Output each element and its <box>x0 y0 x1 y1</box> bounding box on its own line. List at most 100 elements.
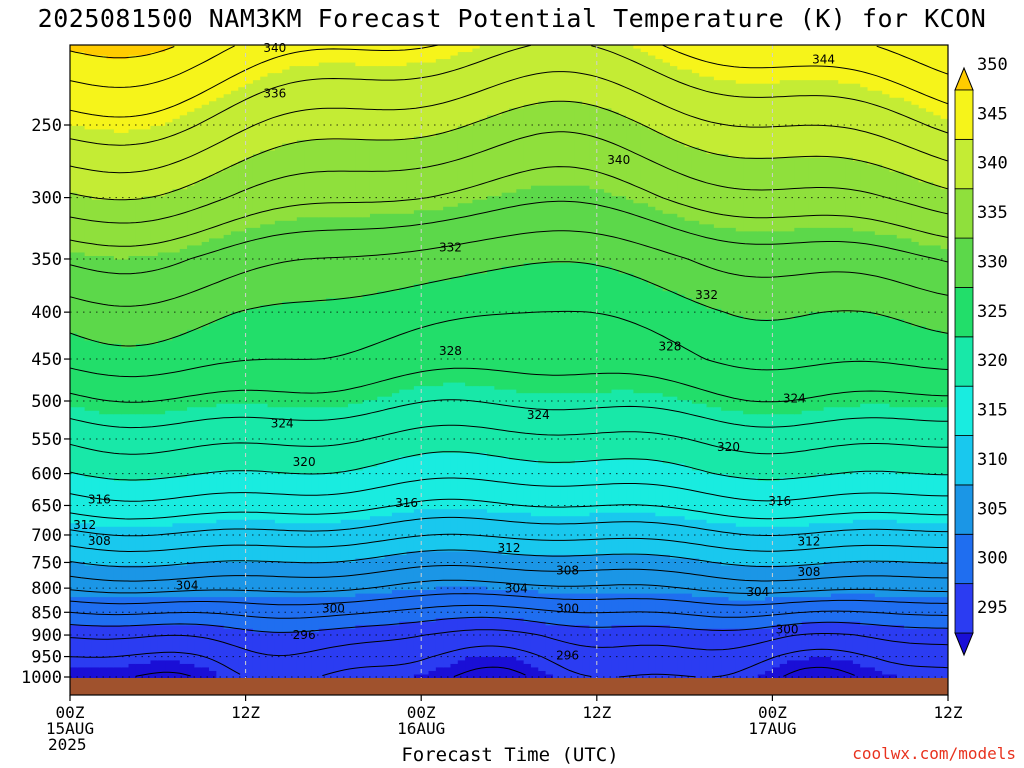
field-cell <box>750 414 759 479</box>
field-cell <box>838 157 847 229</box>
field-cell <box>260 305 269 405</box>
field-cell <box>91 526 100 567</box>
field-cell <box>589 628 598 678</box>
field-cell <box>106 343 115 415</box>
field-cell <box>896 45 905 99</box>
field-cell <box>611 625 620 678</box>
field-cell <box>860 403 869 472</box>
field-cell <box>838 227 847 313</box>
field-cell <box>691 597 700 630</box>
field-cell <box>940 333 948 408</box>
field-cell <box>823 45 832 81</box>
field-cell <box>896 523 905 563</box>
field-cell <box>611 270 620 391</box>
field-cell <box>713 523 722 563</box>
field-cell <box>501 389 510 458</box>
field-cell <box>808 621 817 658</box>
contour-lines <box>70 45 948 678</box>
field-cell <box>465 618 474 658</box>
field-cell <box>209 625 217 672</box>
field-cell <box>691 519 700 560</box>
field-cell <box>384 139 393 215</box>
field-cell <box>772 526 781 567</box>
field-cell <box>896 625 905 678</box>
field-cell <box>538 516 547 556</box>
field-cell <box>282 597 291 633</box>
contour-label: 312 <box>498 541 521 555</box>
field-cell <box>340 139 349 218</box>
field-cell <box>501 45 510 113</box>
field-cell <box>348 298 356 405</box>
field-cell <box>267 519 276 563</box>
field-cell <box>655 625 664 678</box>
field-cell <box>494 551 503 591</box>
field-cell <box>369 516 378 560</box>
field-cell <box>435 586 444 619</box>
field-cell <box>523 590 532 623</box>
contour-324 <box>70 399 948 429</box>
field-cell <box>794 565 803 598</box>
field-cell <box>889 470 898 521</box>
field-cell <box>728 157 737 229</box>
field-cell <box>165 565 174 598</box>
field-cell <box>245 597 254 630</box>
field-cell <box>165 192 174 254</box>
field-cell <box>867 625 876 669</box>
contour-label: 340 <box>607 153 630 167</box>
colorbar-label: 315 <box>977 401 1008 421</box>
field-cell <box>589 189 598 264</box>
field-cell <box>618 554 627 595</box>
field-cell <box>640 512 649 556</box>
field-cell <box>823 561 832 598</box>
field-cell <box>655 210 664 289</box>
field-cell <box>135 129 144 201</box>
field-cell <box>99 414 108 479</box>
contour-346 <box>70 45 948 118</box>
field-cell <box>852 45 861 85</box>
field-cell <box>677 217 686 296</box>
field-cell <box>326 474 334 524</box>
colorbar-swatch <box>954 336 974 387</box>
field-cell <box>779 414 788 479</box>
y-tick-label: 300 <box>31 189 62 209</box>
field-cell <box>216 597 225 626</box>
contour-label: 324 <box>783 392 806 406</box>
x-tick-label: 00Z <box>758 703 787 722</box>
field-cell <box>684 519 693 560</box>
field-cell <box>223 628 232 678</box>
field-cell <box>377 558 386 595</box>
field-cell <box>238 45 247 88</box>
field-cell <box>172 252 181 338</box>
field-cell <box>538 263 547 394</box>
field-cell <box>99 55 108 130</box>
field-cell <box>735 477 744 528</box>
field-cell <box>187 597 195 626</box>
field-cell <box>896 97 905 173</box>
field-cell <box>765 83 773 159</box>
field-cell <box>772 83 781 159</box>
field-cell <box>787 660 795 678</box>
field-cell <box>911 178 920 243</box>
field-cell <box>84 410 93 479</box>
field-cell <box>808 227 817 313</box>
field-cell <box>552 463 561 517</box>
field-cell <box>304 407 313 475</box>
credit-link[interactable]: coolwx.com/models <box>852 744 1016 763</box>
field-cell <box>194 625 203 669</box>
field-cell <box>274 146 283 222</box>
field-cell <box>369 45 378 67</box>
field-cell <box>369 66 378 141</box>
field-cell <box>333 407 342 475</box>
field-cell <box>77 52 86 127</box>
field-cell <box>926 111 934 183</box>
field-cell <box>940 45 948 120</box>
field-cell <box>391 291 400 394</box>
field-cell <box>428 386 437 454</box>
field-cell <box>472 48 481 123</box>
field-cell <box>772 414 781 482</box>
y-tick-label: 550 <box>31 430 62 450</box>
field-cell <box>830 227 839 313</box>
field-cell <box>677 143 686 218</box>
field-cell <box>772 231 781 320</box>
field-cell <box>911 326 920 408</box>
